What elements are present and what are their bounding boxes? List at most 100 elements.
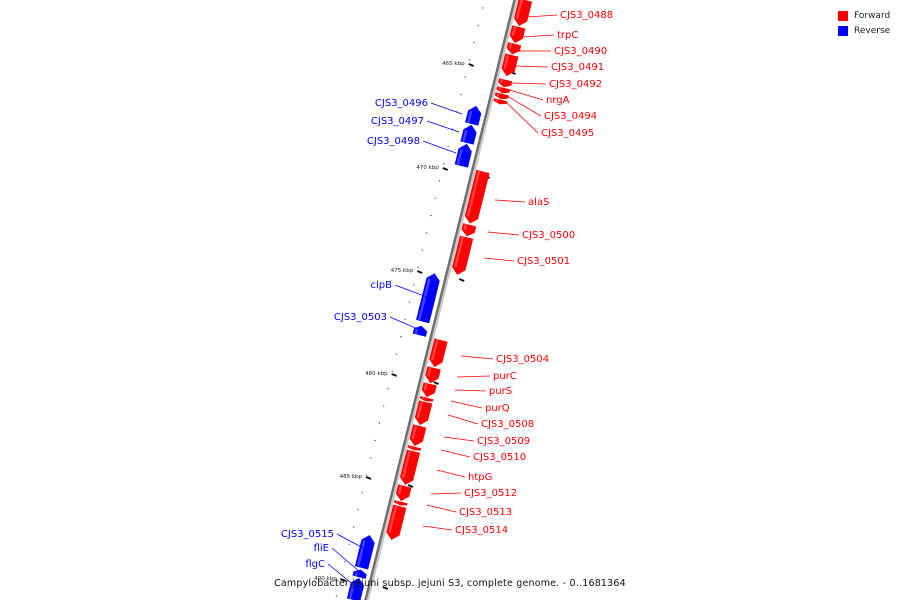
gene-arrow[interactable] bbox=[407, 445, 422, 451]
gene-purc[interactable]: purC bbox=[424, 366, 517, 385]
gene-arrow[interactable] bbox=[454, 143, 473, 168]
gene-label[interactable]: CJS3_0512 bbox=[464, 488, 517, 499]
gene-label[interactable]: fliE bbox=[314, 543, 329, 554]
gene-arrow[interactable] bbox=[352, 569, 367, 579]
gene-cjs3-0488[interactable]: CJS3_0488 bbox=[513, 0, 613, 27]
gene-label[interactable]: CJS3_0514 bbox=[455, 525, 508, 536]
gene-cjs3-0513[interactable]: CJS3_0513 bbox=[393, 500, 512, 518]
gene-cjs3-0496[interactable]: CJS3_0496 bbox=[375, 98, 483, 126]
gene-label[interactable]: CJS3_0497 bbox=[371, 116, 424, 127]
gene-label[interactable]: CJS3_0509 bbox=[477, 436, 530, 447]
gene-label[interactable]: CJS3_0508 bbox=[481, 419, 534, 430]
gene-arrow[interactable] bbox=[393, 500, 408, 506]
gene-arrow[interactable] bbox=[464, 169, 490, 225]
gene-label[interactable]: htpG bbox=[468, 472, 492, 483]
gene-label[interactable]: alaS bbox=[528, 197, 549, 208]
gene-arrow[interactable] bbox=[414, 400, 433, 426]
gene-cjs3-0508[interactable]: CJS3_0508 bbox=[414, 400, 534, 430]
gene-arrow[interactable] bbox=[451, 235, 474, 276]
gene-cjs3-0515[interactable]: CJS3_0515 bbox=[281, 529, 376, 570]
gene-cjs3-0490[interactable]: CJS3_0490 bbox=[506, 42, 607, 57]
gene-arrow[interactable] bbox=[461, 223, 477, 238]
gene-cjs3-0494[interactable]: CJS3_0494 bbox=[494, 92, 597, 122]
gene-label[interactable]: CJS3_0501 bbox=[517, 256, 570, 267]
gene-arrow[interactable] bbox=[496, 86, 511, 95]
gene-arrow[interactable] bbox=[493, 98, 508, 105]
minor-tick bbox=[408, 301, 411, 303]
gene-label[interactable]: purQ bbox=[485, 403, 510, 414]
gene-trpc[interactable]: trpC bbox=[509, 25, 579, 45]
gene-label[interactable]: CJS3_0515 bbox=[281, 529, 334, 540]
gene-label[interactable]: CJS3_0492 bbox=[549, 79, 602, 90]
gene-cjs3-0509[interactable]: CJS3_0509 bbox=[409, 424, 531, 448]
gene-label[interactable]: CJS3_0504 bbox=[496, 354, 549, 365]
gene-label[interactable]: nrgA bbox=[546, 95, 570, 106]
gene-arrow-highlight bbox=[427, 367, 432, 377]
gene-flie[interactable]: fliE bbox=[314, 543, 368, 579]
gene-arrow[interactable] bbox=[498, 78, 513, 89]
gene-arrow[interactable] bbox=[506, 42, 522, 56]
gene-leader-line bbox=[389, 316, 421, 331]
gene-cjs3-0491[interactable]: CJS3_0491 bbox=[500, 53, 604, 78]
gene-arrow[interactable] bbox=[465, 105, 482, 126]
gene-label[interactable]: CJS3_0491 bbox=[551, 62, 604, 73]
gene-label[interactable]: CJS3_0498 bbox=[367, 136, 420, 147]
gene-nrga[interactable]: nrgA bbox=[496, 86, 570, 106]
gene-arrow[interactable] bbox=[354, 534, 376, 570]
gene-label[interactable]: CJS3_0495 bbox=[541, 128, 594, 139]
gene-arrow[interactable] bbox=[412, 325, 428, 337]
gene-arrow[interactable] bbox=[428, 338, 448, 368]
gene-label[interactable]: CJS3_0513 bbox=[459, 507, 512, 518]
gene-cjs3-0500[interactable]: CJS3_0500 bbox=[461, 223, 575, 241]
gene-label[interactable]: flgC bbox=[305, 559, 325, 570]
gene-flgc[interactable]: flgC bbox=[305, 559, 365, 600]
gene-leader-line bbox=[447, 414, 479, 425]
gene-cjs3-0503[interactable]: CJS3_0503 bbox=[334, 312, 428, 337]
gene-label[interactable]: trpC bbox=[557, 30, 578, 41]
gene-cjs3-0492[interactable]: CJS3_0492 bbox=[498, 78, 602, 90]
gene-label[interactable]: CJS3_0488 bbox=[560, 10, 613, 21]
gene-cjs3-0501[interactable]: CJS3_0501 bbox=[451, 235, 570, 276]
gene-cjs3-0498[interactable]: CJS3_0498 bbox=[367, 136, 473, 168]
gene-htpg[interactable]: htpG bbox=[399, 449, 492, 486]
gene-cjs3-0495[interactable]: CJS3_0495 bbox=[493, 98, 594, 139]
minor-tick bbox=[378, 422, 381, 424]
gene-label[interactable]: CJS3_0503 bbox=[334, 312, 387, 323]
gene-label[interactable]: purC bbox=[493, 371, 517, 382]
gene-arrow[interactable] bbox=[421, 382, 437, 399]
gene-arrow[interactable] bbox=[409, 424, 427, 448]
gene-label[interactable]: purS bbox=[489, 386, 512, 397]
gene-cjs3-0504[interactable]: CJS3_0504 bbox=[428, 338, 549, 368]
major-tick bbox=[340, 578, 347, 582]
gene-clpb[interactable]: clpB bbox=[371, 272, 441, 324]
gene-cjs3-0514[interactable]: CJS3_0514 bbox=[385, 504, 508, 541]
gene-arrow[interactable] bbox=[399, 449, 421, 486]
gene-label[interactable]: CJS3_0496 bbox=[375, 98, 428, 109]
gene-arrow[interactable] bbox=[494, 92, 509, 101]
gene-arrow[interactable] bbox=[509, 25, 526, 45]
gene-arrow[interactable] bbox=[424, 366, 441, 385]
gene-label[interactable]: CJS3_0500 bbox=[522, 230, 575, 241]
gene-arrow[interactable] bbox=[419, 396, 434, 402]
gene-label[interactable]: CJS3_0510 bbox=[473, 452, 526, 463]
gene-cjs3-0497[interactable]: CJS3_0497 bbox=[371, 116, 478, 145]
gene-cjs3-0510[interactable]: CJS3_0510 bbox=[407, 445, 526, 463]
gene-arrow[interactable] bbox=[500, 53, 519, 78]
gene-purq[interactable]: purQ bbox=[419, 396, 510, 414]
legend-item-reverse[interactable]: Reverse bbox=[838, 23, 890, 38]
gene-arrow[interactable] bbox=[395, 484, 412, 503]
gene-purs[interactable]: purS bbox=[421, 382, 513, 399]
gene-label[interactable]: CJS3_0494 bbox=[544, 111, 597, 122]
legend-item-forward[interactable]: Forward bbox=[838, 8, 890, 23]
minor-tick bbox=[391, 370, 393, 372]
gene-cjs3-0512[interactable]: CJS3_0512 bbox=[395, 484, 517, 503]
gene-leader-line bbox=[509, 89, 544, 101]
gene-label[interactable]: clpB bbox=[371, 280, 393, 291]
gene-arrow-highlight bbox=[416, 401, 424, 419]
gene-arrow[interactable] bbox=[385, 504, 407, 541]
gene-arrow[interactable] bbox=[416, 272, 440, 324]
gene-alas[interactable]: alaS bbox=[464, 169, 550, 225]
gene-arrow[interactable] bbox=[513, 0, 533, 27]
gene-arrow[interactable] bbox=[460, 124, 478, 145]
gene-label[interactable]: CJS3_0490 bbox=[554, 46, 607, 57]
